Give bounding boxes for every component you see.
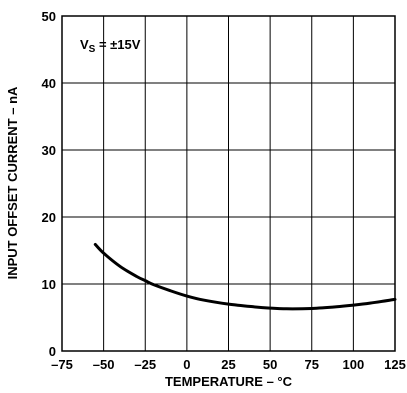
- x-tick-label: 100: [343, 357, 365, 372]
- grid: [61, 15, 396, 352]
- y-axis-ticks: 0 10 20 30 40 50: [42, 9, 56, 359]
- x-axis-label: TEMPERATURE – °C: [165, 374, 293, 389]
- x-axis-ticks: –75 –50 –25 0 25 50 75 100 125: [51, 357, 406, 372]
- y-tick-label: 30: [42, 143, 56, 158]
- y-tick-label: 20: [42, 210, 56, 225]
- x-tick-label: 0: [183, 357, 190, 372]
- series-line: [93, 242, 397, 311]
- x-tick-label: –50: [93, 357, 115, 372]
- y-tick-label: 10: [42, 277, 56, 292]
- y-tick-label: 40: [42, 76, 56, 91]
- x-tick-label: 125: [384, 357, 406, 372]
- x-tick-label: 75: [305, 357, 319, 372]
- x-tick-label: 50: [263, 357, 277, 372]
- y-tick-label: 50: [42, 9, 56, 24]
- x-tick-label: 25: [221, 357, 235, 372]
- supply-voltage-annotation: VS = ±15V: [80, 37, 141, 55]
- x-tick-label: –25: [134, 357, 156, 372]
- y-tick-label: 0: [49, 344, 56, 359]
- plot-frame: [61, 15, 396, 352]
- y-axis-label: INPUT OFFSET CURRENT – nA: [5, 86, 20, 279]
- x-tick-label: –75: [51, 357, 73, 372]
